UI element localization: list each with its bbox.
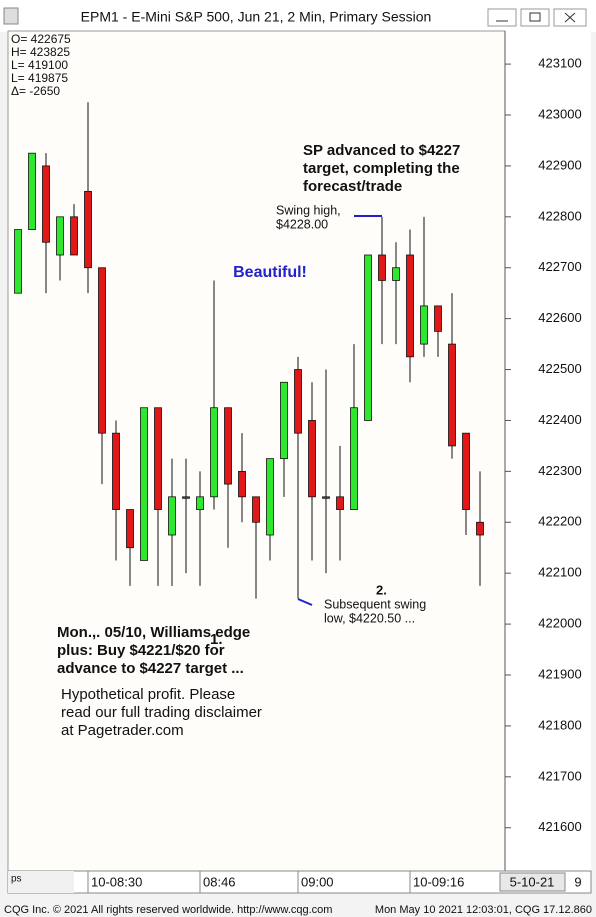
candle-body [294,369,302,434]
candle-body [462,432,470,510]
trade-note: Mon.,. 05/10, Williams edge [57,624,250,641]
swing-high-note: $4228.00 [276,217,328,231]
y-tick-label: 422000 [538,616,581,631]
candle-body [182,496,190,499]
candle-body [406,254,414,358]
num-1: 1. [210,631,223,648]
sp-note: SP advanced to $4227 [303,142,460,159]
minimize[interactable] [487,8,517,27]
y-tick-label: 422200 [538,514,581,529]
candle-body [420,305,428,345]
swing-low-note: low, $4220.50 ... [324,611,415,625]
candle-body [322,496,330,499]
swing-low-note: Subsequent swing [324,597,426,611]
y-tick-label: 421700 [538,768,581,783]
candle-body [308,420,316,498]
readout: H= 423825 [11,45,70,59]
left-box [8,871,74,893]
candle-body [56,216,64,256]
candle-body [448,343,456,447]
candle-body [196,496,204,510]
candle-body [154,407,162,510]
trade-note: plus: Buy $4221/$20 for [57,642,225,659]
maximize[interactable] [520,8,550,27]
candle-body [392,267,400,281]
y-tick-label: 422300 [538,463,581,478]
num-2: 2. [376,582,387,597]
candle-body [42,165,50,243]
y-tick-label: 423100 [538,56,581,71]
candle-body [126,509,134,549]
beautiful: Beautiful! [233,264,307,281]
y-tick-label: 421600 [538,819,581,834]
y-tick-label: 422800 [538,208,581,223]
candle-body [84,190,92,269]
candle-body [112,432,120,510]
candle-body [168,496,176,536]
y-tick-label: 422700 [538,259,581,274]
close-icon [564,12,576,23]
y-tick-label: 422500 [538,361,581,376]
readout: L= 419875 [11,71,68,85]
candle-body [364,254,372,421]
candle-body [98,267,106,434]
x-tick-label: 10-08:30 [91,874,142,889]
x-tick-label: 08:46 [203,874,236,889]
candle-body [14,229,22,294]
y-tick-label: 422900 [538,157,581,172]
x-tick-label: 10-09:16 [413,874,464,889]
disclaimer: at Pagetrader.com [61,722,184,739]
candle-body [210,407,218,498]
swing-high-note: Swing high, [276,203,341,217]
sp-note: forecast/trade [303,178,402,195]
readout: O= 422675 [11,32,71,46]
y-tick-label: 423000 [538,106,581,121]
corner-label: 9 [574,874,581,889]
swing-low-line [297,598,313,606]
candle-body [238,470,246,498]
candle-body [336,496,344,510]
app-icon [3,7,19,25]
y-tick-label: 422400 [538,412,581,427]
window-title: EPM1 - E-Mini S&P 500, Jun 21, 2 Min, Pr… [81,9,432,25]
candle-body [140,407,148,561]
candle-body [224,407,232,485]
plot-area [7,30,506,872]
candle-body [280,381,288,460]
y-tick-label: 422100 [538,565,581,580]
footer-right: Mon May 10 2021 12:03:01, CQG 17.12.860 [375,904,592,916]
max-icon [529,12,541,22]
sp-note: target, completing the [303,160,460,177]
candle-body [266,458,274,536]
date-label: 5-10-21 [510,874,555,889]
left-label: ps [11,874,22,885]
y-tick-label: 421800 [538,717,581,732]
readout: L= 419100 [11,58,68,72]
y-tick-label: 422600 [538,310,581,325]
candle-body [434,305,442,332]
candle-body [252,496,260,523]
trade-note: advance to $4227 target ... [57,660,244,677]
candle-body [378,254,386,281]
candle-body [70,216,78,256]
candle-body [476,521,484,536]
y-tick-label: 421900 [538,666,581,681]
candle-body [28,152,36,230]
candle-body [350,407,358,510]
date-box [499,872,566,892]
y-axis-area [505,31,591,871]
disclaimer: Hypothetical profit. Please [61,686,235,703]
readout: Δ= -2650 [11,84,60,98]
disclaimer: read our full trading disclaimer [61,704,262,721]
footer-left: CQG Inc. © 2021 All rights reserved worl… [4,904,332,916]
x-tick-label: 09:00 [301,874,334,889]
